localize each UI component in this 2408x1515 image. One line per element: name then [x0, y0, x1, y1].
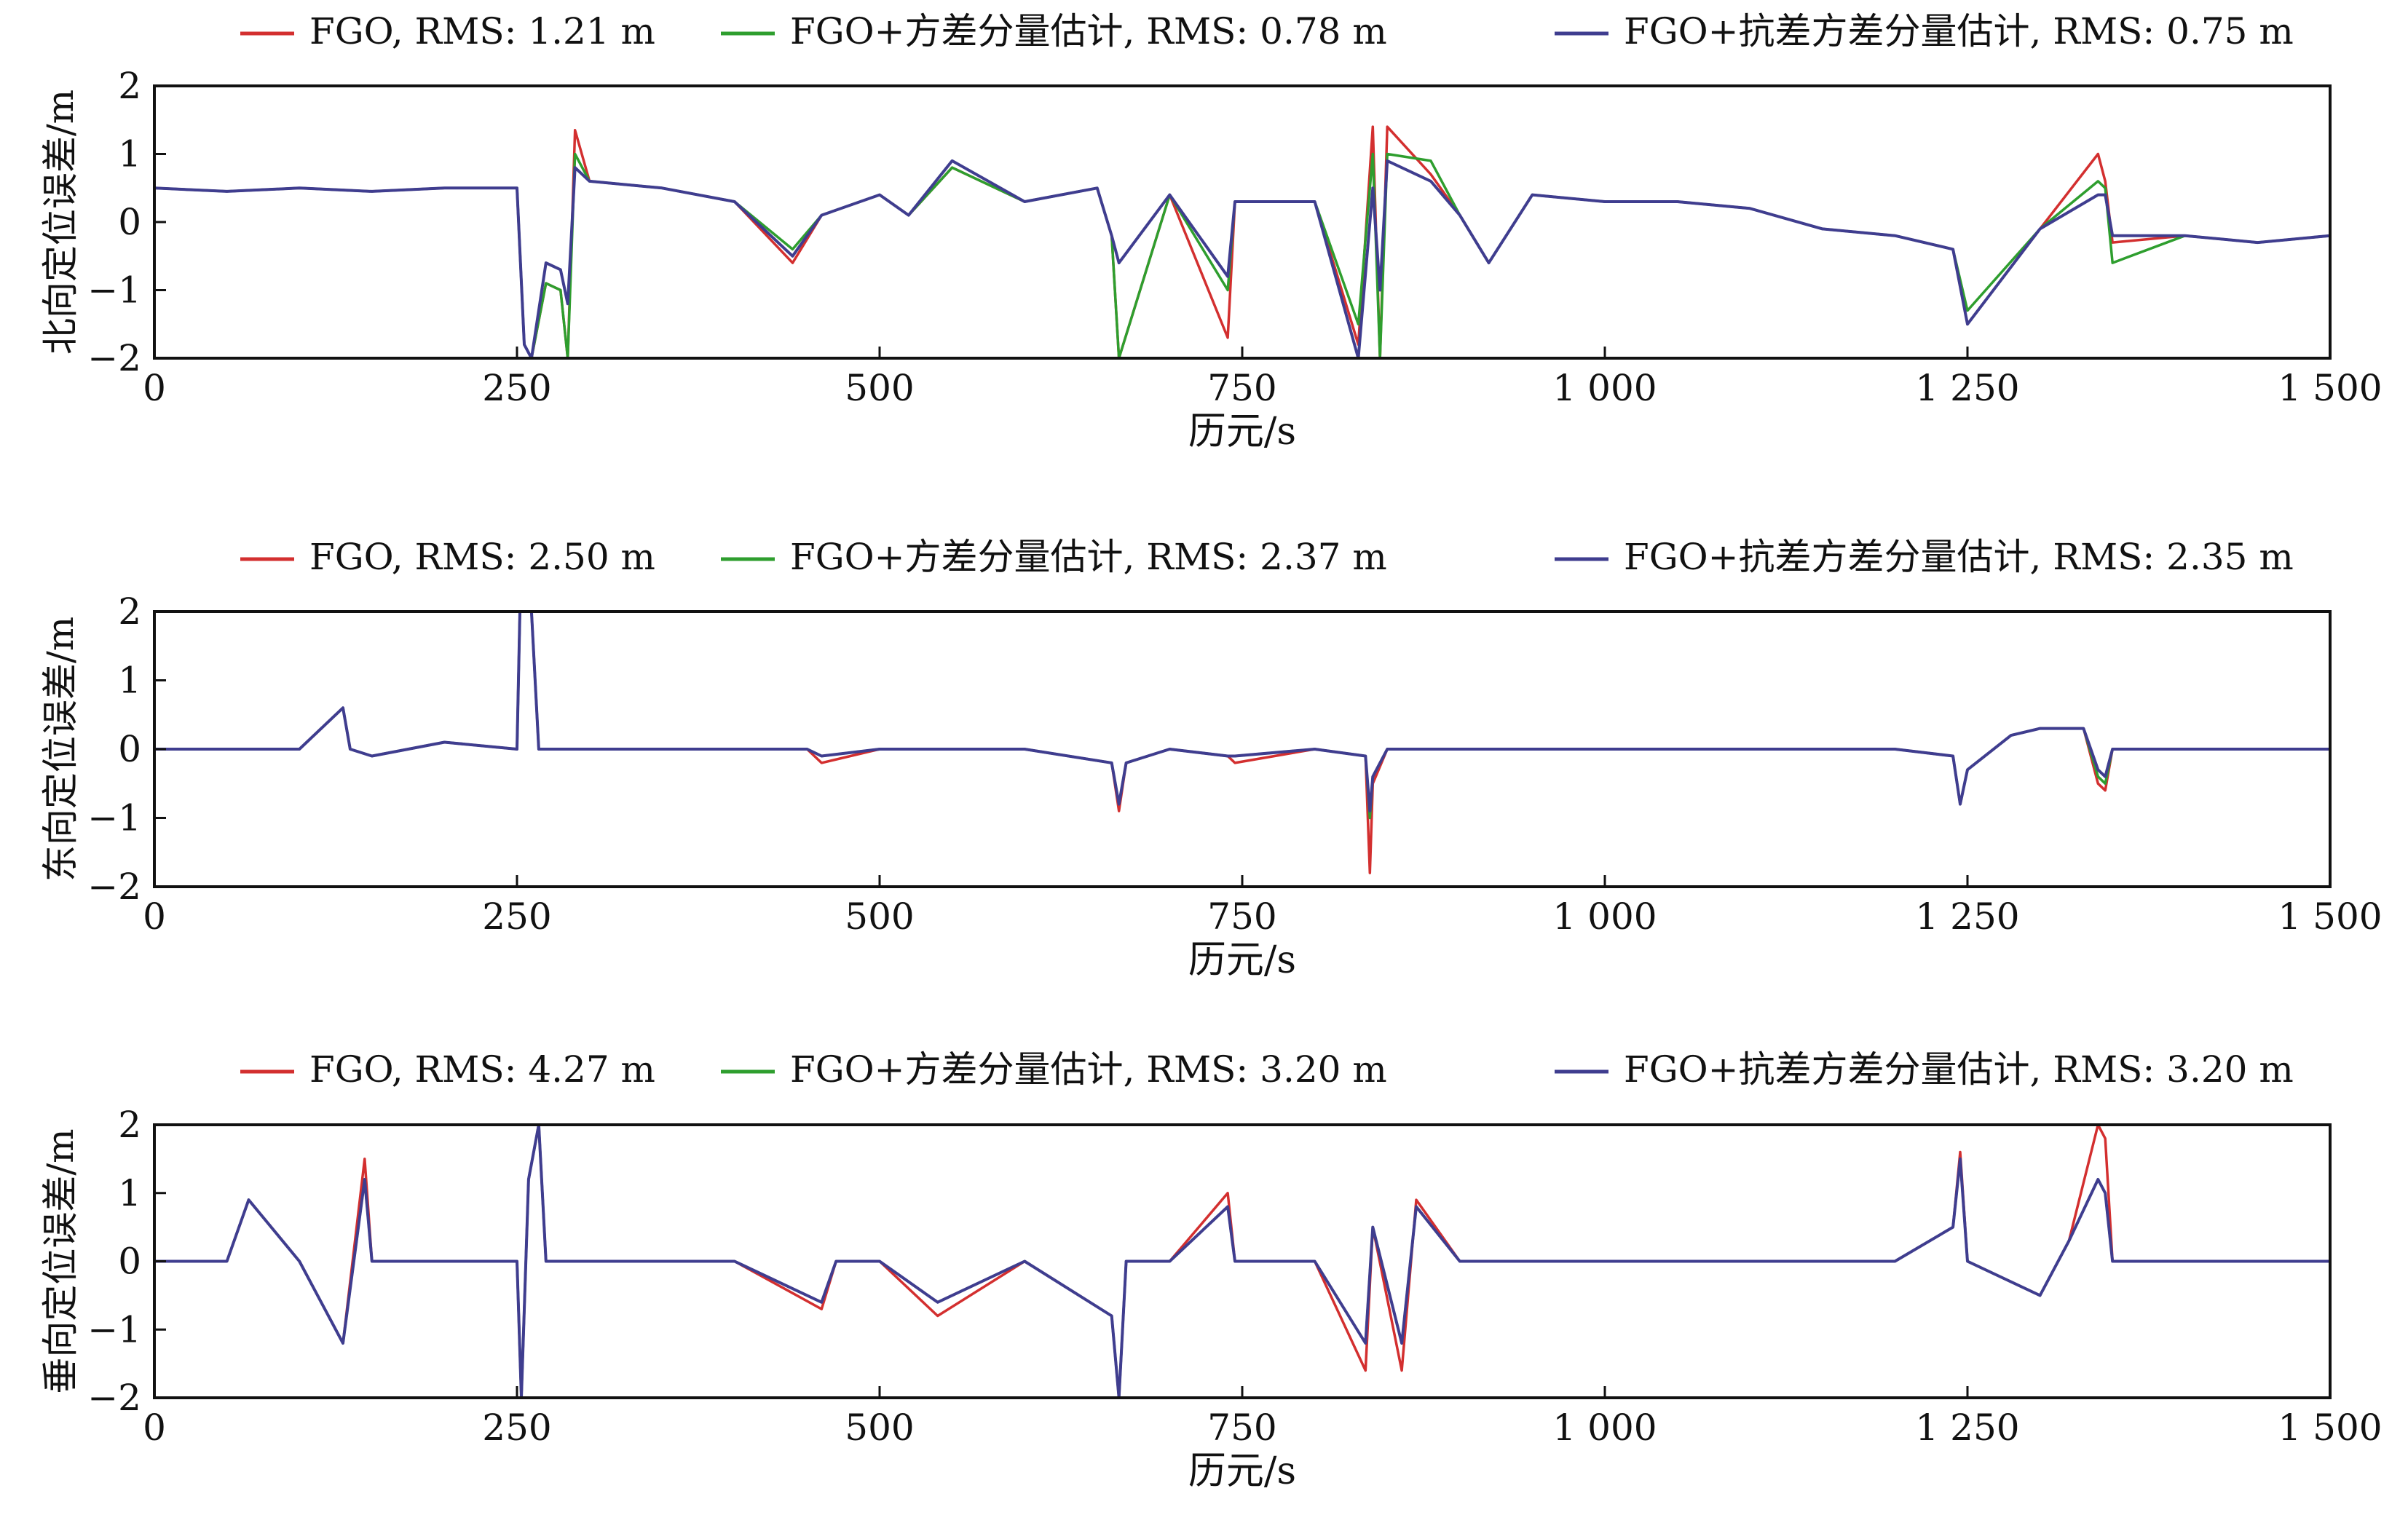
x-tick-label-east-3: 750 [1207, 895, 1276, 938]
legend-label-east-0: FGO, RMS: 2.50 m [309, 536, 655, 578]
legend-north: FGO, RMS: 1.21 m FGO+方差分量估计, RMS: 0.78 m F… [240, 10, 2294, 52]
y-tick-label-east-0: −2 [87, 866, 141, 908]
y-tick-label-east-1: −1 [87, 797, 141, 839]
x-tick-label-vertical-4: 1 000 [1552, 1407, 1657, 1449]
x-tick-label-vertical-0: 0 [143, 1407, 166, 1449]
x-axis-label-east: 历元/s [1188, 938, 1296, 982]
x-tick-label-east-1: 250 [482, 895, 551, 938]
y-axis-label-east: 东向定位误差/m [39, 617, 82, 882]
x-tick-label-east-6: 1 500 [2278, 895, 2382, 938]
y-tick-label-north-0: −2 [87, 337, 141, 379]
legend-label-vertical-1: FGO+方差分量估计, RMS: 3.20 m [790, 1048, 1387, 1091]
panel-vertical: 0 250 500 750 1 000 1 250 1 500 −2 −1 0 1 2 历元/s 垂向定位… [39, 1048, 2383, 1493]
legend-label-vertical-2: FGO+抗差方差分量估计, RMS: 3.20 m [1624, 1048, 2294, 1091]
y-tick-label-east-2: 0 [118, 728, 141, 770]
series-line-east-1 [154, 612, 2330, 820]
x-tick-label-north-6: 1 500 [2278, 367, 2382, 409]
y-axis-label-vertical: 垂向定位误差/m [39, 1128, 82, 1393]
x-tick-label-east-2: 500 [845, 895, 914, 938]
legend-east: FGO, RMS: 2.50 m FGO+方差分量估计, RMS: 2.37 m F… [240, 536, 2294, 578]
x-axis-label-north: 历元/s [1188, 410, 1296, 454]
series-line-north-2 [154, 159, 2330, 358]
y-tick-label-north-4: 2 [118, 65, 141, 107]
x-tick-label-north-1: 250 [482, 367, 551, 409]
x-tick-label-north-3: 750 [1207, 367, 1276, 409]
plot-frame-north [153, 84, 2332, 360]
legend-label-north-2: FGO+抗差方差分量估计, RMS: 0.75 m [1624, 10, 2294, 52]
x-tick-label-north-2: 500 [845, 367, 914, 409]
legend-vertical: FGO, RMS: 4.27 m FGO+方差分量估计, RMS: 3.20 m F… [240, 1048, 2294, 1091]
y-tick-label-east-3: 1 [118, 660, 141, 702]
x-tick-label-vertical-6: 1 500 [2278, 1407, 2382, 1449]
y-tick-label-vertical-3: 1 [118, 1172, 141, 1214]
series-line-vertical-2 [154, 1125, 2330, 1398]
x-tick-label-north-5: 1 250 [1915, 367, 2019, 409]
series-line-north-0 [154, 125, 2330, 358]
x-tick-label-east-0: 0 [143, 895, 166, 938]
x-tick-label-vertical-1: 250 [482, 1407, 551, 1449]
series-line-north-1 [154, 152, 2330, 358]
plot-frame-east [153, 610, 2332, 888]
x-axis-label-vertical: 历元/s [1188, 1449, 1296, 1493]
panel-north: 0 250 500 750 1 000 1 250 1 500 −2 −1 0 1 2 历元/s 北向定位… [39, 10, 2383, 454]
legend-label-north-0: FGO, RMS: 1.21 m [309, 10, 655, 52]
y-tick-label-north-3: 1 [118, 133, 141, 175]
y-tick-label-vertical-0: −2 [87, 1377, 141, 1419]
y-tick-label-east-4: 2 [118, 590, 141, 633]
y-tick-label-north-2: 0 [118, 201, 141, 243]
panel-east: 0 250 500 750 1 000 1 250 1 500 −2 −1 0 1 2 历元/s 东向定位… [39, 536, 2383, 982]
x-tick-label-east-5: 1 250 [1915, 895, 2019, 938]
x-tick-label-vertical-3: 750 [1207, 1407, 1276, 1449]
series-line-east-2 [154, 612, 2330, 812]
y-tick-label-north-1: −1 [87, 269, 141, 312]
x-tick-label-north-4: 1 000 [1552, 367, 1657, 409]
legend-label-north-1: FGO+方差分量估计, RMS: 0.78 m [790, 10, 1387, 52]
legend-label-east-2: FGO+抗差方差分量估计, RMS: 2.35 m [1624, 536, 2294, 578]
y-tick-label-vertical-1: −1 [87, 1308, 141, 1350]
y-axis-label-north: 北向定位误差/m [39, 90, 82, 355]
legend-label-vertical-0: FGO, RMS: 4.27 m [309, 1048, 655, 1091]
x-tick-label-vertical-5: 1 250 [1915, 1407, 2019, 1449]
y-tick-label-vertical-2: 0 [118, 1241, 141, 1283]
x-tick-label-east-4: 1 000 [1552, 895, 1657, 938]
x-tick-label-north-0: 0 [143, 367, 166, 409]
y-tick-label-vertical-4: 2 [118, 1104, 141, 1146]
legend-label-east-1: FGO+方差分量估计, RMS: 2.37 m [790, 536, 1387, 578]
x-tick-label-vertical-2: 500 [845, 1407, 914, 1449]
